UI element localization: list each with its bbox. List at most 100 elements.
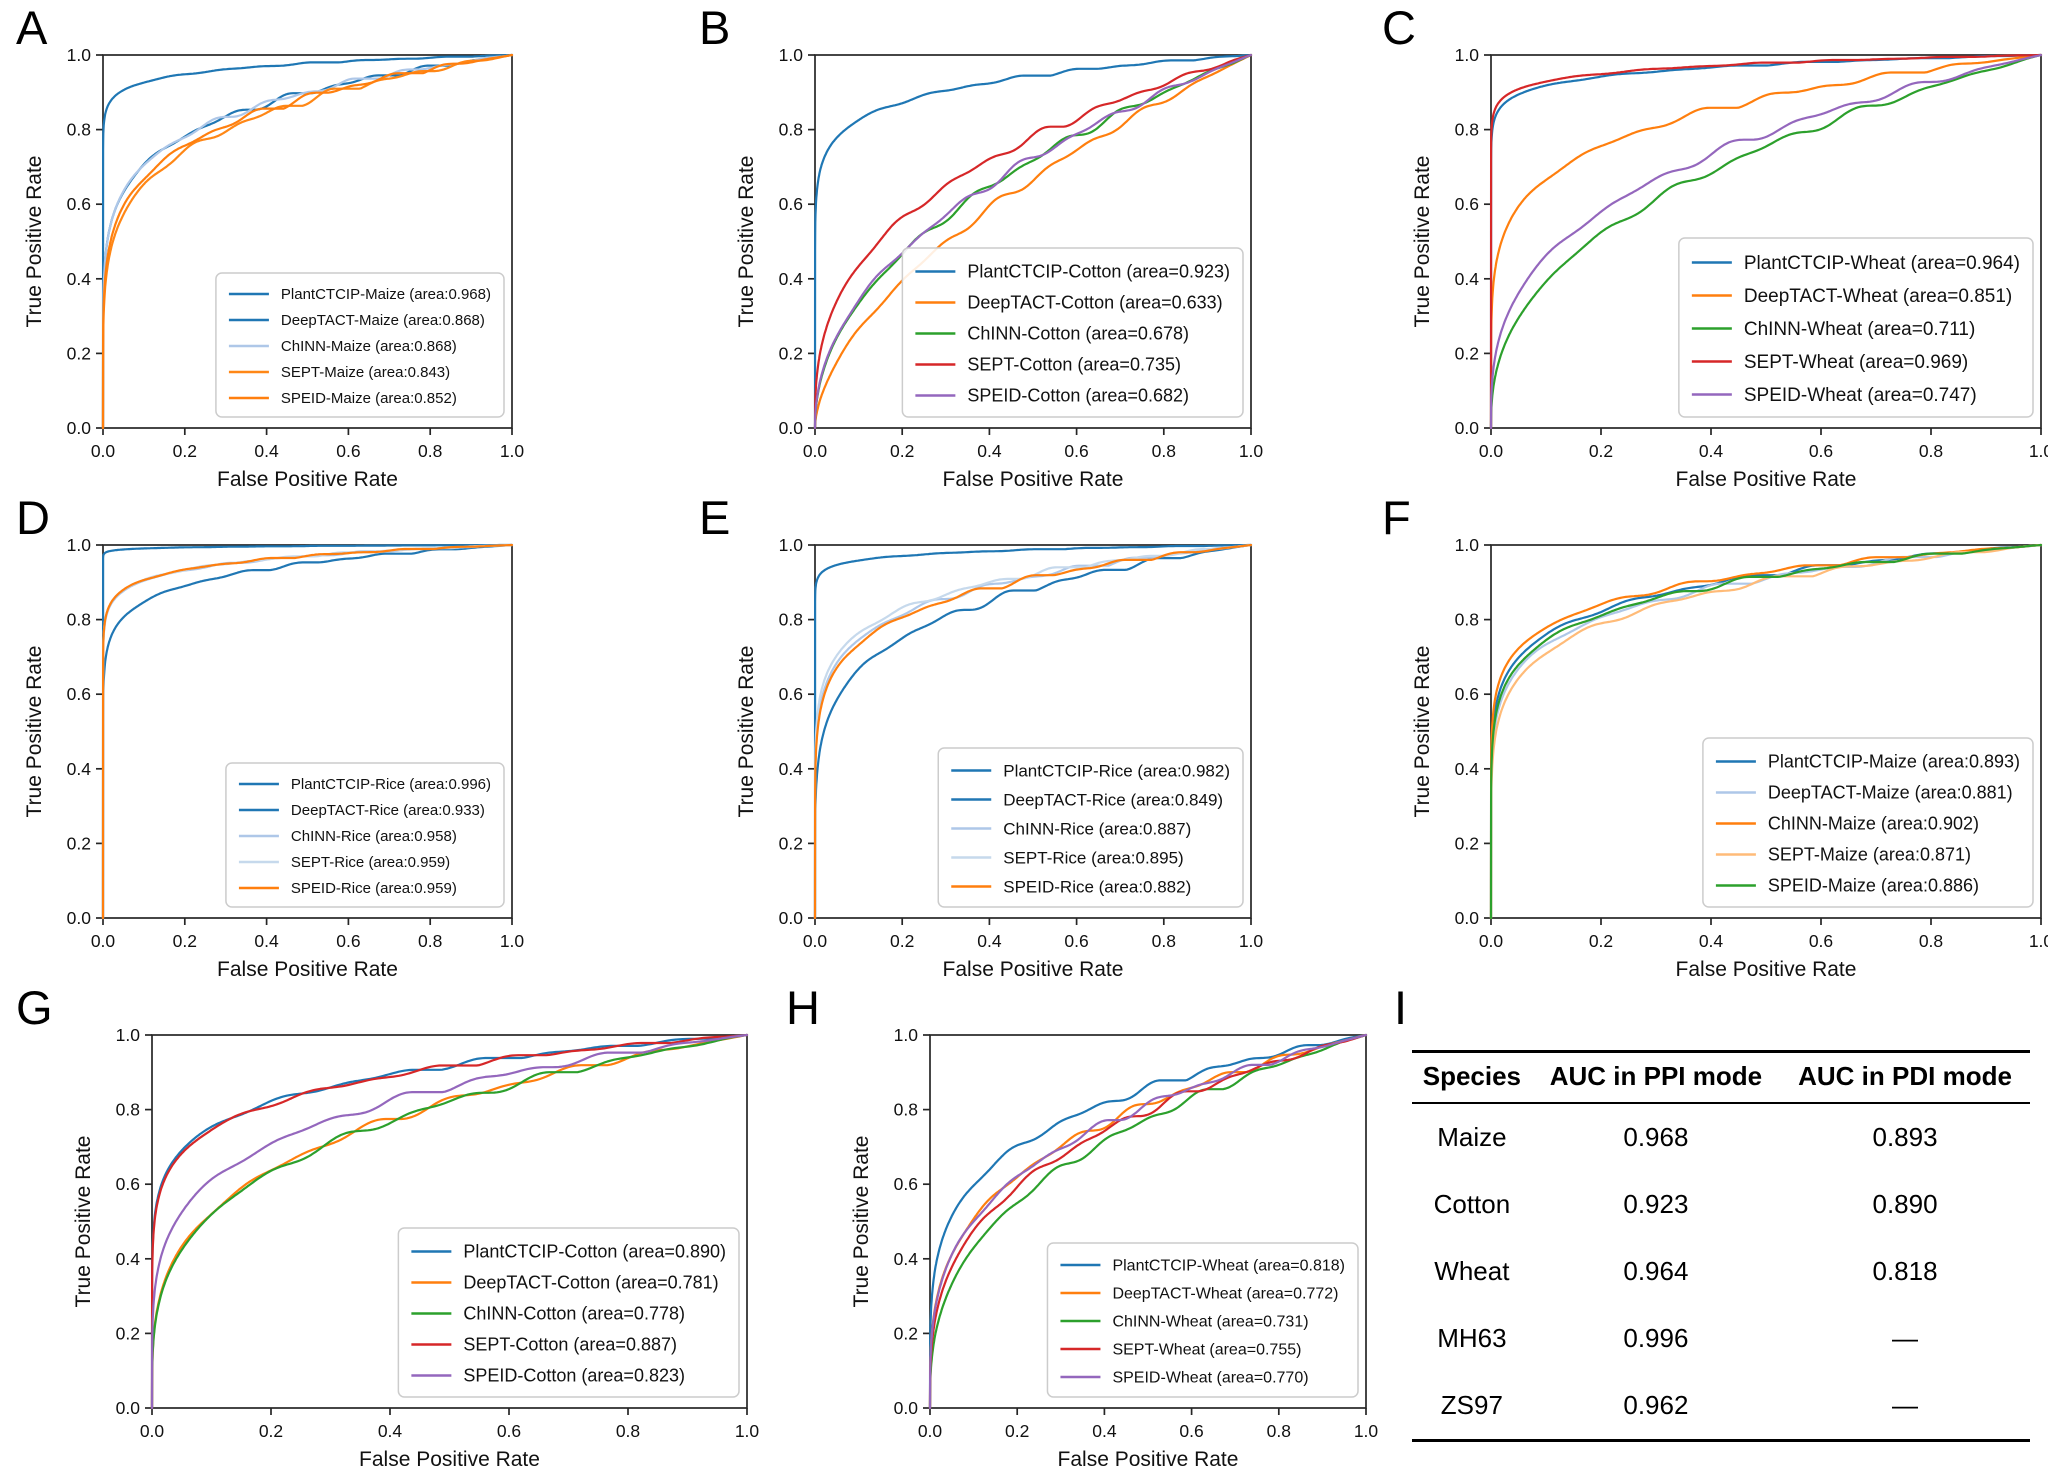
axes-box bbox=[151, 1034, 748, 1409]
y-tick-label: 0.8 bbox=[116, 1100, 140, 1120]
roc-curve-DeepTACT-Wheat bbox=[1489, 53, 2043, 430]
roc-curve-PlantCTCIP-Cotton bbox=[813, 53, 1253, 430]
roc-curve-SPEID-Wheat bbox=[1489, 53, 2043, 430]
y-tick-label: 1.0 bbox=[1455, 535, 1480, 555]
legend-label-DeepTACT-Wheat: DeepTACT-Wheat (area=0.851) bbox=[1744, 286, 2012, 307]
roc-curve-ChINN-Wheat bbox=[928, 1033, 1368, 1410]
y-tick-label: 1.0 bbox=[779, 45, 804, 65]
x-tick-label: 0.8 bbox=[1919, 441, 1943, 461]
y-tick-label: 0.4 bbox=[779, 759, 804, 779]
panel-I-label: I bbox=[1394, 981, 1408, 1034]
auc-value-cell: 0.996 bbox=[1623, 1323, 1689, 1353]
y-tick-label: 1.0 bbox=[894, 1025, 919, 1045]
x-tick-label: 0.8 bbox=[1152, 931, 1176, 951]
y-tick-label: 0.6 bbox=[1455, 684, 1479, 704]
legend-label-ChINN-Wheat: ChINN-Wheat (area=0.731) bbox=[1112, 1313, 1308, 1330]
legend-label-ChINN-Cotton: ChINN-Cotton (area=0.678) bbox=[967, 324, 1189, 344]
auc-table-header-row: Species AUC in PPI mode AUC in PDI mode bbox=[1412, 1051, 2030, 1104]
y-tick-label: 0.6 bbox=[116, 1174, 140, 1194]
roc-curve-ChINN-Cotton bbox=[150, 1033, 749, 1410]
roc-curve-PlantCTCIP-Wheat bbox=[928, 1033, 1368, 1410]
legend-label-SEPT-Wheat: SEPT-Wheat (area=0.969) bbox=[1744, 352, 1968, 373]
y-tick-label: 0.2 bbox=[1455, 833, 1479, 853]
x-tick-label: 0.6 bbox=[1064, 441, 1088, 461]
legend-label-PlantCTCIP-Maize: PlantCTCIP-Maize (area:0.968) bbox=[281, 286, 491, 303]
x-tick-label: 1.0 bbox=[500, 441, 525, 461]
x-tick-label: 0.4 bbox=[254, 441, 279, 461]
legend-label-SEPT-Wheat: SEPT-Wheat (area=0.755) bbox=[1112, 1341, 1301, 1358]
legend-label-PlantCTCIP-Cotton: PlantCTCIP-Cotton (area=0.923) bbox=[967, 262, 1230, 282]
auc-value-cell: 0.964 bbox=[1623, 1256, 1689, 1286]
x-tick-label: 0.4 bbox=[1699, 931, 1724, 951]
col-header-species: Species bbox=[1412, 1051, 1532, 1104]
x-tick-label: 0.4 bbox=[1092, 1421, 1117, 1441]
roc-chart-B: 0.0 0.2 0.4 0.6 0.8 1.0 0.0 0.2 0.4 0.6 0.8 1.0 Fals… bbox=[735, 45, 1264, 490]
roc-curve-SPEID-Maize bbox=[1489, 543, 2043, 920]
legend-label-SEPT-Rice: SEPT-Rice (area:0.895) bbox=[1003, 848, 1183, 867]
y-tick-label: 0.6 bbox=[779, 684, 803, 704]
auc-table-row: Wheat 0.964 0.818 bbox=[1412, 1238, 2030, 1305]
y-tick-label: 0.2 bbox=[116, 1323, 140, 1343]
x-axis-label: False Positive Rate bbox=[217, 958, 398, 980]
x-tick-label: 0.4 bbox=[254, 931, 279, 951]
y-tick-label: 1.0 bbox=[779, 535, 804, 555]
y-tick-label: 1.0 bbox=[67, 45, 92, 65]
y-tick-label: 1.0 bbox=[1455, 45, 1480, 65]
roc-curve-DeepTACT-Rice bbox=[813, 543, 1253, 920]
x-axis-label: False Positive Rate bbox=[943, 958, 1124, 980]
y-tick-label: 0.0 bbox=[67, 908, 92, 928]
legend-box bbox=[1678, 237, 2034, 418]
y-tick-label: 0.4 bbox=[1455, 759, 1480, 779]
y-tick-label: 0.8 bbox=[1455, 120, 1479, 140]
legend-label-DeepTACT-Cotton: DeepTACT-Cotton (area=0.633) bbox=[967, 293, 1222, 313]
panel-I: I Species AUC in PPI mode AUC in PDI mod… bbox=[1378, 980, 2048, 1470]
auc-table-head: Species AUC in PPI mode AUC in PDI mode bbox=[1412, 1051, 2030, 1104]
roc-curve-SEPT-Rice bbox=[813, 543, 1253, 920]
roc-curve-ChINN-Maize bbox=[1489, 543, 2043, 920]
legend-label-SPEID-Cotton: SPEID-Cotton (area=0.823) bbox=[463, 1366, 685, 1386]
x-tick-label: 0.2 bbox=[1589, 931, 1613, 951]
x-tick-label: 0.6 bbox=[497, 1421, 521, 1441]
x-tick-label: 1.0 bbox=[735, 1421, 760, 1441]
y-tick-label: 0.2 bbox=[894, 1323, 918, 1343]
y-tick-label: 0.4 bbox=[894, 1249, 919, 1269]
legend-label-DeepTACT-Wheat: DeepTACT-Wheat (area=0.772) bbox=[1112, 1285, 1338, 1302]
panel-F: F 0.0 0.2 0.4 0.6 0.8 1.0 0.0 0.2 0.4 0.6 0.8 1.0 Fa… bbox=[1366, 490, 2048, 980]
y-tick-label: 1.0 bbox=[67, 535, 92, 555]
x-axis-label: False Positive Rate bbox=[1676, 958, 1857, 980]
panel-G: G 0.0 0.2 0.4 0.6 0.8 1.0 0.0 0.2 0.4 0.6 0.8 1.0 Fa… bbox=[0, 980, 770, 1470]
x-tick-label: 0.2 bbox=[173, 441, 197, 461]
figure-row-1: A 0.0 0.2 0.4 0.6 0.8 1.0 0.0 0.2 0.4 0.6 0.8 1.0 Fa… bbox=[0, 0, 2048, 490]
legend-label-SPEID-Rice: SPEID-Rice (area:0.882) bbox=[1003, 877, 1191, 896]
panel-E: E 0.0 0.2 0.4 0.6 0.8 1.0 0.0 0.2 0.4 0.6 0.8 1.0 Fa… bbox=[683, 490, 1366, 980]
panel-C-label: C bbox=[1382, 1, 1416, 54]
x-tick-label: 0.0 bbox=[91, 441, 116, 461]
x-tick-label: 0.0 bbox=[918, 1421, 943, 1441]
x-tick-label: 0.6 bbox=[1809, 931, 1833, 951]
axes-box bbox=[929, 1034, 1367, 1409]
panel-D: D 0.0 0.2 0.4 0.6 0.8 1.0 0.0 0.2 0.4 0.6 0.8 1.0 Fa… bbox=[0, 490, 683, 980]
legend-label-SEPT-Cotton: SEPT-Cotton (area=0.735) bbox=[967, 355, 1181, 375]
y-tick-label: 0.8 bbox=[67, 610, 91, 630]
y-tick-label: 0.6 bbox=[779, 194, 803, 214]
y-tick-label: 0.6 bbox=[67, 194, 91, 214]
roc-curve-PlantCTCIP-Maize bbox=[101, 53, 514, 430]
legend-label-SPEID-Maize: SPEID-Maize (area:0.852) bbox=[281, 390, 457, 407]
x-tick-label: 1.0 bbox=[1239, 441, 1264, 461]
roc-curve-PlantCTCIP-Rice bbox=[813, 543, 1253, 920]
y-axis-label: True Positive Rate bbox=[23, 646, 46, 818]
auc-value-cell: — bbox=[1892, 1323, 1919, 1353]
legend-label-DeepTACT-Maize: DeepTACT-Maize (area:0.881) bbox=[1768, 783, 2013, 803]
legend-label-DeepTACT-Maize: DeepTACT-Maize (area:0.868) bbox=[281, 312, 485, 329]
panel-C: C 0.0 0.2 0.4 0.6 0.8 1.0 0.0 0.2 0.4 0.6 0.8 1.0 Fa… bbox=[1366, 0, 2048, 490]
panel-B-label: B bbox=[699, 1, 731, 54]
y-tick-label: 1.0 bbox=[116, 1025, 141, 1045]
legend-box bbox=[225, 762, 505, 908]
legend-label-DeepTACT-Rice: DeepTACT-Rice (area:0.933) bbox=[291, 802, 485, 819]
col-header-pdi-auc: AUC in PDI mode bbox=[1780, 1051, 2030, 1104]
y-tick-label: 0.0 bbox=[1455, 908, 1480, 928]
roc-chart-D: 0.0 0.2 0.4 0.6 0.8 1.0 0.0 0.2 0.4 0.6 0.8 1.0 Fals… bbox=[23, 535, 524, 980]
roc-curve-DeepTACT-Cotton bbox=[813, 53, 1253, 430]
legend-label-SEPT-Cotton: SEPT-Cotton (area=0.887) bbox=[463, 1335, 677, 1355]
x-axis-label: False Positive Rate bbox=[359, 1448, 540, 1470]
